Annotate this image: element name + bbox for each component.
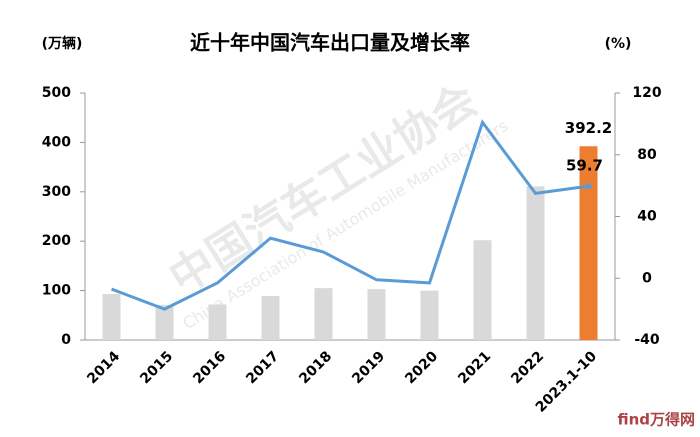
x-tick-label: 2022 [508, 348, 547, 387]
bar [526, 186, 545, 340]
x-tick-label: 2019 [349, 348, 388, 387]
y2-tick-label: 40 [637, 209, 657, 225]
x-tick-label: 2014 [84, 348, 123, 387]
y2-tick-label: 80 [637, 147, 657, 163]
x-tick-label: 2020 [402, 348, 441, 387]
y2-tick-label: 0 [642, 270, 652, 286]
watermark-text: 中国汽车工业协会 [161, 75, 487, 305]
y2-tick-label: 120 [632, 85, 661, 101]
y-axis-label: (万辆) [42, 35, 83, 52]
bar [473, 240, 492, 340]
y-tick-label: 100 [42, 283, 71, 299]
y2-tick-label: -40 [634, 332, 660, 348]
y2-axis-label: (%) [605, 36, 632, 52]
bar [420, 290, 439, 340]
bar [155, 304, 174, 340]
y-tick-label: 500 [42, 85, 71, 101]
y-tick-label: 200 [42, 233, 71, 249]
line-point [585, 183, 592, 190]
x-tick-label: 2016 [190, 348, 229, 387]
logo: find万得网 [617, 411, 695, 429]
y-tick-label: 300 [42, 184, 71, 200]
y-tick-label: 0 [61, 332, 71, 348]
chart-title: 近十年中国汽车出口量及增长率 [190, 31, 470, 55]
x-tick-label: 2015 [137, 348, 176, 387]
bar [579, 146, 598, 340]
bar [314, 288, 333, 340]
bar-value-label: 392.2 [565, 119, 612, 137]
bar [261, 296, 280, 340]
line [110, 119, 589, 311]
y-tick-label: 400 [42, 134, 71, 150]
line-value-label: 59.7 [566, 157, 603, 175]
bar [102, 294, 121, 340]
x-tick-label: 2017 [243, 348, 282, 387]
bar [208, 304, 227, 340]
x-tick-label: 2018 [296, 348, 335, 387]
x-tick-label: 2021 [455, 348, 494, 387]
bar [367, 289, 386, 340]
